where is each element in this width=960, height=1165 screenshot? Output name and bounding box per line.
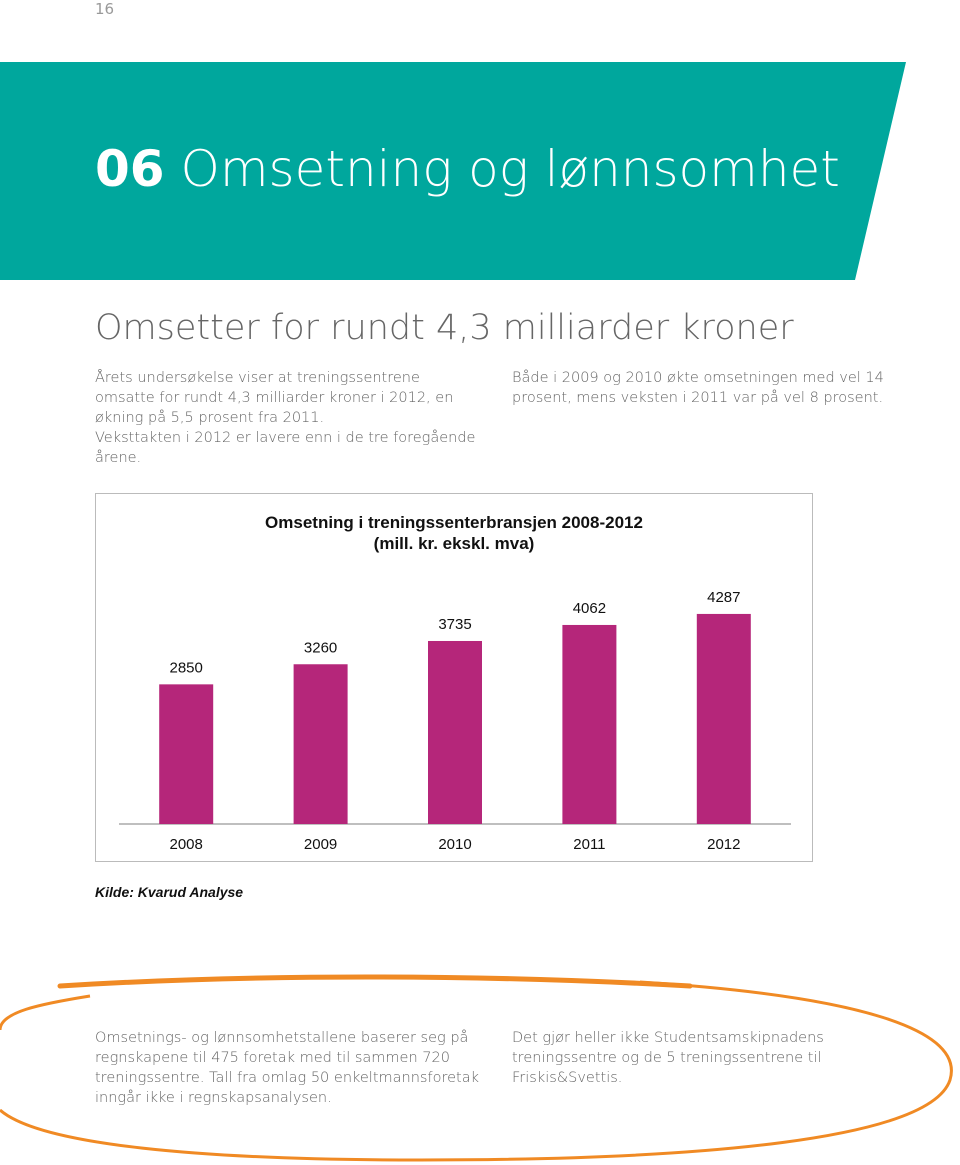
paragraph: Årets undersøkelse viser at treningssent… — [95, 370, 454, 426]
footer-left: Omsetnings- og lønnsomhetstallene basere… — [95, 1028, 480, 1108]
source: Kilde: Kvarud Analyse — [95, 884, 244, 900]
x-tick-label: 2011 — [573, 836, 605, 853]
chapter-number: 06 — [95, 140, 165, 198]
intro-left: Årets undersøkelse viser at treningssent… — [95, 368, 480, 468]
paragraph: Både i 2009 og 2010 økte omsetningen med… — [512, 370, 884, 406]
value-label: 2850 — [170, 659, 203, 676]
value-label: 3735 — [438, 616, 471, 633]
chapter-title: Omsetning og lønnsomhet — [180, 140, 840, 198]
x-tick-label: 2012 — [707, 836, 740, 853]
value-label: 4287 — [707, 589, 740, 606]
section-heading: Omsetter for rundt 4,3 milliarder kroner — [95, 308, 794, 348]
bar — [696, 613, 751, 824]
chart-box: Omsetning i treningssenterbransjen 2008-… — [95, 493, 813, 862]
value-label: 3260 — [304, 639, 337, 656]
page-number: 16 — [95, 0, 115, 18]
x-tick-label: 2009 — [304, 836, 337, 853]
value-label: 4062 — [573, 600, 606, 617]
banner-shape — [0, 62, 906, 280]
paragraph: Omsetnings- og lønnsomhetstallene basere… — [95, 1030, 479, 1106]
bar — [159, 684, 214, 824]
bar — [428, 640, 482, 824]
swoosh-stroke — [57, 974, 693, 989]
x-tick-label: 2010 — [438, 836, 471, 853]
footer-right: Det gjør heller ikke Studentsamskipnaden… — [512, 1028, 832, 1088]
swoosh-stroke — [0, 994, 91, 1031]
swoosh-stroke — [0, 980, 953, 1162]
bar — [293, 664, 348, 824]
swoosh — [0, 974, 953, 1162]
banner — [0, 62, 906, 280]
paragraph: Veksttakten i 2012 er lavere enn i de tr… — [95, 430, 476, 466]
chart: 2008 2850 2009 3260 2010 3735 2011 4062 2012 4287 — [119, 589, 791, 853]
paragraph: Det gjør heller ikke Studentsamskipnaden… — [512, 1030, 824, 1086]
chart-title: Omsetning i treningssenterbransjen 2008-… — [265, 513, 643, 553]
bar — [562, 624, 617, 824]
chapter-heading: 06 Omsetning og lønnsomhet — [95, 140, 840, 198]
x-tick-label: 2008 — [170, 836, 203, 853]
intro-right: Både i 2009 og 2010 økte omsetningen med… — [512, 368, 887, 408]
